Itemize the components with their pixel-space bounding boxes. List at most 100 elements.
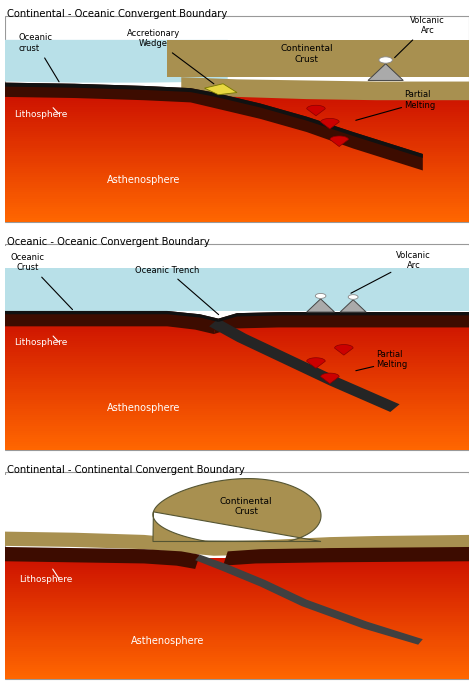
Bar <box>5 609 469 610</box>
Bar <box>5 415 469 417</box>
Bar <box>5 602 469 604</box>
Bar <box>5 190 469 193</box>
Bar <box>5 216 469 218</box>
Bar <box>5 612 469 614</box>
Bar <box>5 152 469 154</box>
Bar <box>5 108 469 110</box>
Bar <box>5 568 469 570</box>
Bar <box>5 376 469 378</box>
Bar <box>5 662 469 664</box>
Bar <box>5 596 469 598</box>
Bar <box>5 373 469 376</box>
Bar <box>5 673 469 675</box>
Bar <box>5 588 469 590</box>
Bar <box>5 638 469 640</box>
Bar <box>5 614 469 616</box>
Polygon shape <box>320 373 339 384</box>
Bar <box>5 594 469 596</box>
Bar <box>5 365 469 367</box>
Bar <box>5 624 469 627</box>
Bar <box>5 186 469 188</box>
Polygon shape <box>5 311 219 334</box>
Polygon shape <box>340 299 366 312</box>
Bar <box>5 620 469 622</box>
Bar <box>5 576 469 578</box>
Bar <box>5 607 469 609</box>
Bar <box>5 214 469 216</box>
Bar <box>5 135 469 137</box>
Bar <box>5 360 469 362</box>
Bar <box>5 137 469 139</box>
Text: Oceanic
crust: Oceanic crust <box>18 33 59 82</box>
Bar <box>5 124 469 126</box>
Bar <box>5 560 469 562</box>
Bar <box>5 431 469 433</box>
Bar <box>5 391 469 393</box>
Bar <box>5 165 469 167</box>
Text: Continental
Crust: Continental Crust <box>220 497 273 516</box>
Text: Asthenosphere: Asthenosphere <box>131 635 204 646</box>
Polygon shape <box>368 63 403 81</box>
Text: Continental
Crust: Continental Crust <box>280 44 333 63</box>
Bar <box>5 358 469 360</box>
Bar <box>5 600 469 602</box>
Bar <box>5 101 469 104</box>
Bar <box>5 154 469 156</box>
Text: Partial
Melting: Partial Melting <box>376 350 408 369</box>
Bar <box>5 564 469 566</box>
Bar <box>5 347 469 349</box>
Polygon shape <box>153 479 321 542</box>
Polygon shape <box>5 547 200 569</box>
Bar <box>5 148 469 150</box>
Text: Asthenosphere: Asthenosphere <box>108 175 181 184</box>
Bar <box>5 205 469 207</box>
Bar <box>5 336 469 338</box>
Bar <box>5 566 469 568</box>
Bar <box>5 332 469 334</box>
Bar <box>5 386 469 389</box>
Bar <box>5 201 469 203</box>
Bar <box>5 161 469 163</box>
Bar <box>5 675 469 677</box>
Bar <box>5 163 469 165</box>
Bar <box>5 345 469 347</box>
Text: Continental - Oceanic Convergent Boundary: Continental - Oceanic Convergent Boundar… <box>7 9 228 19</box>
Bar <box>5 562 469 564</box>
Polygon shape <box>223 547 469 566</box>
Bar <box>5 146 469 148</box>
Bar <box>5 616 469 618</box>
Bar <box>5 640 469 642</box>
Bar <box>5 669 469 671</box>
Bar <box>5 334 469 336</box>
Bar <box>5 667 469 669</box>
Bar <box>5 433 469 435</box>
Bar <box>5 406 469 408</box>
Bar <box>5 618 469 620</box>
Bar <box>5 144 469 146</box>
Polygon shape <box>307 357 325 368</box>
Bar <box>5 475 469 540</box>
Polygon shape <box>330 136 348 146</box>
Bar <box>5 343 469 345</box>
Bar <box>5 411 469 413</box>
Bar <box>5 128 469 131</box>
Bar <box>5 156 469 159</box>
Bar <box>5 395 469 397</box>
Bar <box>5 199 469 201</box>
Polygon shape <box>181 77 469 100</box>
Bar <box>5 404 469 406</box>
Text: Oceanic Trench: Oceanic Trench <box>135 266 219 315</box>
Bar <box>5 408 469 411</box>
Bar <box>5 400 469 402</box>
Bar <box>5 424 469 426</box>
Bar <box>5 97 469 99</box>
Bar <box>5 627 469 629</box>
Bar <box>5 110 469 112</box>
Bar <box>5 159 469 161</box>
Bar <box>5 169 469 171</box>
Bar <box>5 246 469 268</box>
Bar <box>5 209 469 211</box>
Bar <box>5 220 469 222</box>
Polygon shape <box>320 119 339 129</box>
Bar <box>5 631 469 633</box>
